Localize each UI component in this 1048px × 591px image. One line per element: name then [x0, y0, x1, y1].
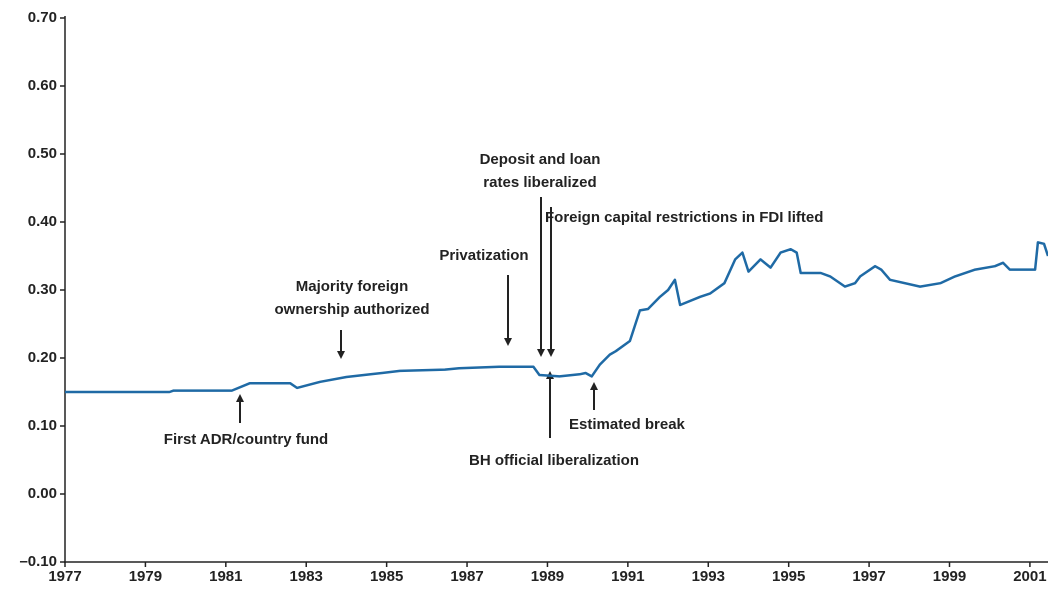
- x-tick-label: 1979: [129, 568, 162, 585]
- annotation: BH official liberalization: [469, 452, 639, 469]
- y-tick-label: 0.40: [28, 213, 57, 230]
- x-tick-label: 1997: [852, 568, 885, 585]
- line: [65, 241, 1048, 394]
- annotation: Majority foreign: [296, 278, 409, 295]
- y-tick-label: 0.60: [28, 77, 57, 94]
- x-tick-label: 1983: [290, 568, 323, 585]
- y-tick-label: 0.00: [28, 485, 57, 502]
- x-tick-label: 1989: [531, 568, 564, 585]
- annotation: Privatization: [439, 247, 528, 264]
- x-tick-label: 1993: [692, 568, 725, 585]
- x-tick-label: 1999: [933, 568, 966, 585]
- y-tick-label: 0.10: [28, 417, 57, 434]
- annotation: rates liberalized: [483, 174, 596, 191]
- x-tick-label: 1987: [450, 568, 483, 585]
- x-tick-label: 1977: [48, 568, 81, 585]
- annotation: Estimated break: [569, 416, 686, 433]
- x-tick-label: 2001: [1013, 568, 1046, 585]
- x-tick-label: 1985: [370, 568, 403, 585]
- annotation: ownership authorized: [274, 301, 429, 318]
- y-tick-label: 0.30: [28, 281, 57, 298]
- annotation: Foreign capital restrictions in FDI lift…: [545, 209, 823, 226]
- y-tick-label: 0.20: [28, 349, 57, 366]
- y-tick-label: –0.10: [19, 553, 57, 570]
- annotation: Deposit and loan: [480, 151, 601, 168]
- y-tick-label: 0.70: [28, 9, 57, 26]
- x-tick-label: 1981: [209, 568, 242, 585]
- y-tick-label: 0.50: [28, 145, 57, 162]
- x-tick-label: 1991: [611, 568, 644, 585]
- x-tick-label: 1995: [772, 568, 805, 585]
- annotation: First ADR/country fund: [164, 431, 328, 448]
